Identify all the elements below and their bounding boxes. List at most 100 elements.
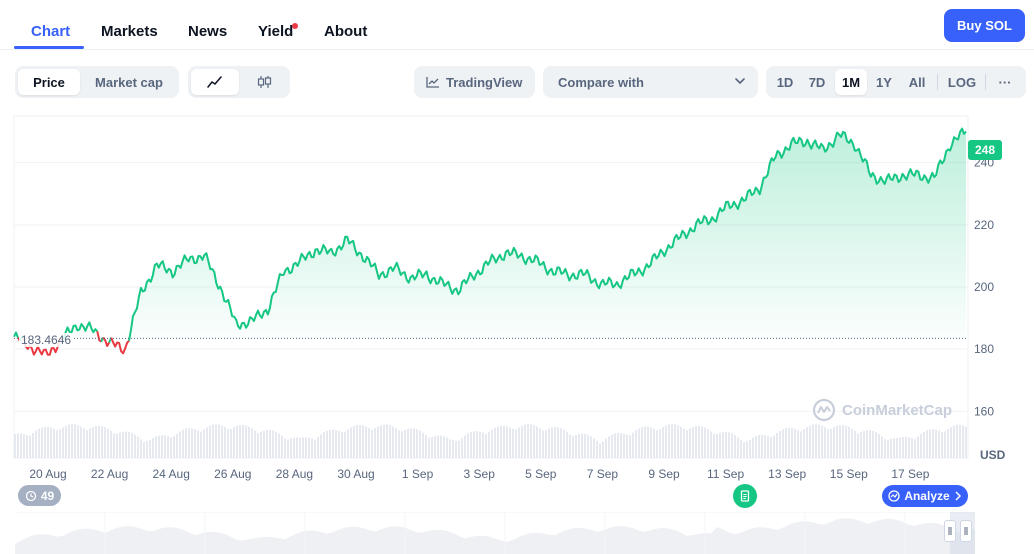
volume-bar xyxy=(632,432,634,458)
volume-bar xyxy=(215,424,217,458)
volume-bar xyxy=(143,441,145,458)
volume-bar xyxy=(296,437,298,458)
volume-bar xyxy=(353,425,355,458)
volume-bar xyxy=(332,429,334,458)
volume-bar xyxy=(167,436,169,458)
volume-bar xyxy=(518,427,520,458)
events-badge[interactable]: 49 xyxy=(18,485,61,506)
volume-bar xyxy=(713,433,715,458)
tab-markets[interactable]: Markets xyxy=(101,23,158,40)
volume-bar xyxy=(785,428,787,458)
volume-bar xyxy=(620,433,622,458)
volume-bar xyxy=(182,429,184,458)
volume-bar xyxy=(77,425,79,458)
volume-bar xyxy=(953,425,955,458)
volume-bar xyxy=(860,431,862,458)
volume-bar xyxy=(494,427,496,458)
analyze-label: Analyze xyxy=(904,489,950,503)
volume-bar xyxy=(416,429,418,458)
volume-bar xyxy=(395,428,397,458)
volume-bar xyxy=(563,429,565,458)
tab-news[interactable]: News xyxy=(188,23,228,40)
y-tick-label: 160 xyxy=(974,404,994,418)
market-cap-toggle[interactable]: Market cap xyxy=(95,74,163,90)
navigator-right-handle[interactable] xyxy=(960,520,972,542)
x-tick-label: 30 Aug xyxy=(337,467,375,481)
volume-bar xyxy=(887,439,889,458)
volume-bar xyxy=(899,437,901,458)
line-chart-button[interactable] xyxy=(191,69,239,95)
volume-bar xyxy=(872,430,874,458)
volume-bar xyxy=(263,430,265,458)
volume-bar xyxy=(218,424,220,458)
analyze-icon xyxy=(888,490,900,502)
volume-bar xyxy=(866,430,868,458)
volume-bar xyxy=(443,436,445,458)
volume-bar xyxy=(737,437,739,458)
volume-bar xyxy=(779,430,781,458)
volume-bar xyxy=(83,428,85,458)
tab-chart[interactable]: Chart xyxy=(31,23,71,40)
volume-bar xyxy=(932,429,934,458)
volume-bar xyxy=(59,429,61,458)
volume-bar xyxy=(590,436,592,458)
tab-about[interactable]: About xyxy=(324,23,368,40)
more-options-button[interactable]: ··· xyxy=(998,74,1012,90)
volume-bar xyxy=(305,437,307,458)
log-scale-button[interactable]: LOG xyxy=(947,74,977,90)
volume-bar xyxy=(530,424,532,458)
volume-bar xyxy=(917,436,919,458)
volume-bar xyxy=(485,434,487,458)
coinmarketcap-logo-icon xyxy=(812,398,836,422)
volume-bar xyxy=(185,428,187,458)
y-tick-label: 200 xyxy=(974,280,994,294)
volume-bar xyxy=(731,433,733,458)
volume-bar xyxy=(788,427,790,458)
range-1y[interactable]: 1Y xyxy=(876,74,892,90)
volume-bar xyxy=(458,440,460,458)
analyze-button[interactable]: Analyze xyxy=(882,485,968,507)
volume-bar xyxy=(800,431,802,458)
volume-bar xyxy=(605,438,607,458)
volume-bar xyxy=(206,427,208,458)
volume-bar xyxy=(368,427,370,458)
volume-bar xyxy=(38,428,40,458)
candlestick-chart-button[interactable] xyxy=(242,69,288,95)
tradingview-button[interactable]: TradingView xyxy=(414,66,535,98)
volume-bar xyxy=(317,437,319,458)
volume-bar xyxy=(47,426,49,458)
range-7d[interactable]: 7D xyxy=(808,74,826,90)
volume-bar xyxy=(365,426,367,458)
volume-bar xyxy=(68,424,70,458)
buy-sol-button[interactable]: Buy SOL xyxy=(944,9,1025,42)
volume-bar xyxy=(653,428,655,458)
price-toggle[interactable]: Price xyxy=(18,69,80,95)
volume-bar xyxy=(14,433,16,458)
tab-yield[interactable]: Yield xyxy=(258,23,294,40)
y-tick-label: 180 xyxy=(974,342,994,356)
volume-bar xyxy=(452,439,454,458)
volume-bar xyxy=(326,430,328,458)
range-1d[interactable]: 1D xyxy=(776,74,794,90)
volume-bar xyxy=(371,429,373,458)
volume-bar xyxy=(575,434,577,458)
volume-bar xyxy=(89,428,91,458)
volume-bar xyxy=(23,434,25,458)
volume-bar xyxy=(923,431,925,458)
navigator-left-handle[interactable] xyxy=(944,520,956,542)
compare-with-dropdown[interactable]: Compare with xyxy=(543,66,758,98)
news-event-marker[interactable] xyxy=(733,484,757,508)
chevron-right-icon xyxy=(955,491,961,501)
volume-bar xyxy=(473,431,475,458)
range-all[interactable]: All xyxy=(908,74,926,90)
volume-bar xyxy=(479,431,481,458)
coinmarketcap-watermark: CoinMarketCap xyxy=(812,398,952,422)
range-navigator[interactable] xyxy=(15,512,975,554)
volume-bar xyxy=(314,439,316,458)
volume-bar xyxy=(890,438,892,458)
volume-bar xyxy=(74,424,76,458)
range-1m[interactable]: 1M xyxy=(835,69,867,95)
price-line-up xyxy=(62,321,99,341)
volume-bar xyxy=(587,434,589,458)
